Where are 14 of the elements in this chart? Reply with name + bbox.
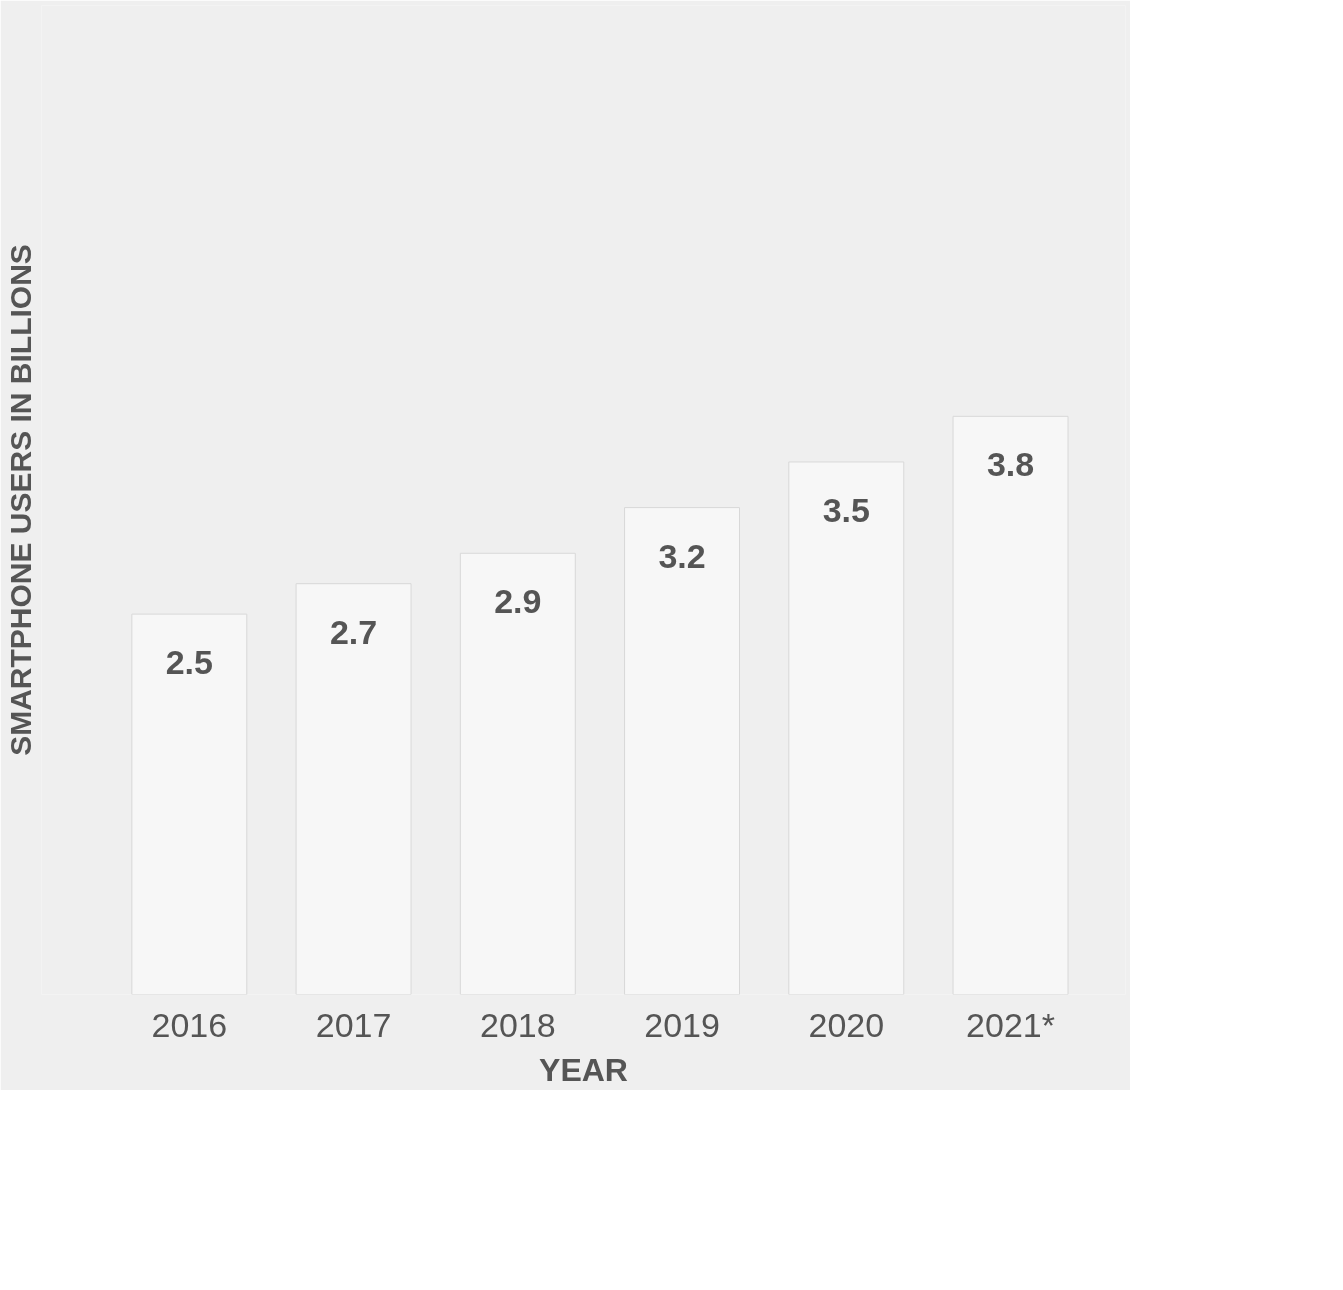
x-tick-label: 2019	[644, 1005, 720, 1044]
x-tick-label: 2020	[808, 1005, 885, 1044]
x-tick-label: 2017	[315, 1005, 392, 1044]
data-label: 3.8	[986, 445, 1035, 484]
data-label: 3.2	[658, 536, 706, 575]
data-label: 3.5	[822, 490, 870, 529]
data-label: 2.9	[494, 582, 542, 621]
x-tick-label: 2018	[479, 1005, 556, 1044]
y-axis-title: SMARTPHONE USERS IN BILLIONS	[3, 244, 37, 756]
data-label: 2.7	[329, 612, 378, 651]
data-label: 2.5	[165, 643, 213, 682]
x-axis-title: YEAR	[539, 1051, 628, 1088]
x-tick-label: 2016	[151, 1005, 228, 1044]
x-tick-label: 2021*	[966, 1005, 1055, 1044]
